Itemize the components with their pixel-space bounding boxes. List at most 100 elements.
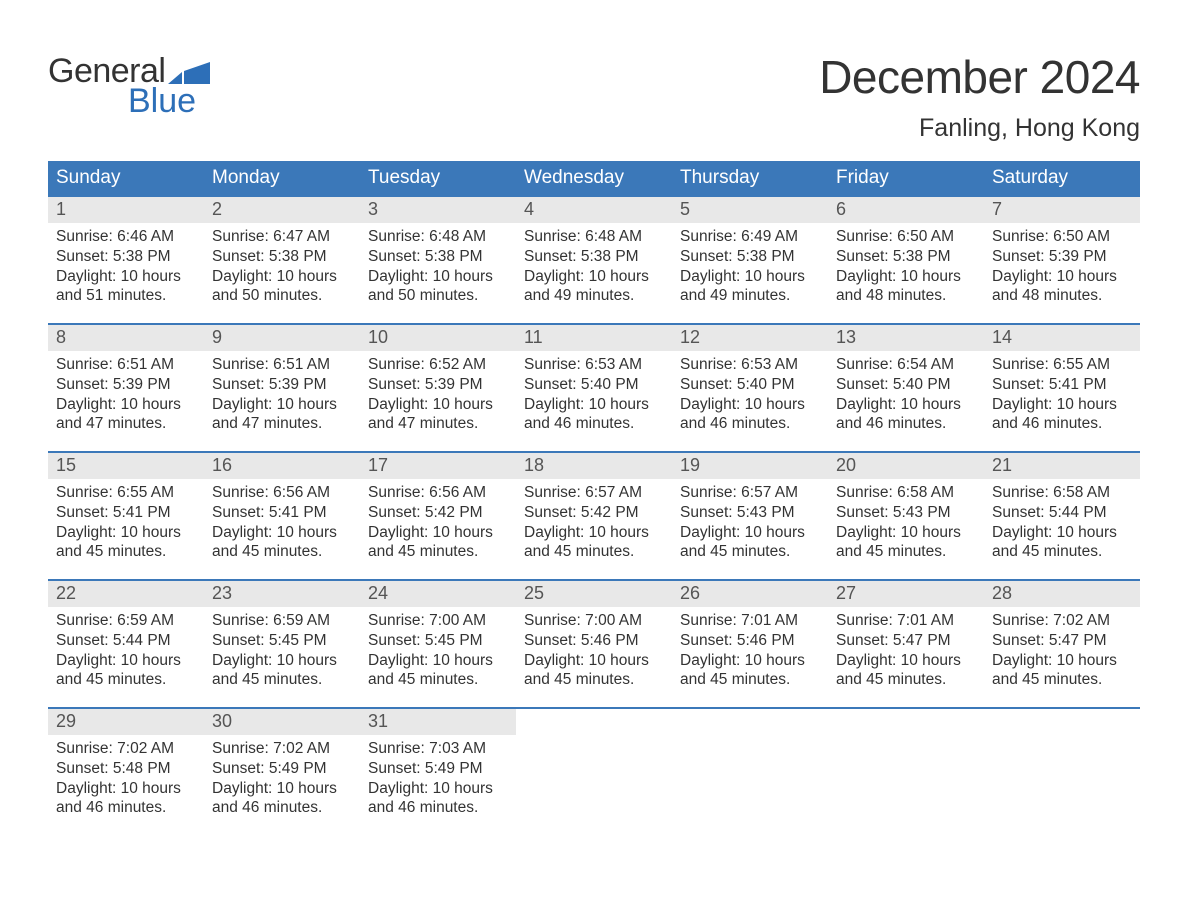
day-number: 21 <box>984 453 1140 479</box>
calendar-grid: SundayMondayTuesdayWednesdayThursdayFrid… <box>48 161 1140 835</box>
day-detail-line: Daylight: 10 hours <box>56 651 196 671</box>
day-detail-line: Sunrise: 6:52 AM <box>368 355 508 375</box>
weekday-header: Saturday <box>984 161 1140 195</box>
day-detail-line: Sunset: 5:48 PM <box>56 759 196 779</box>
day-number: 7 <box>984 197 1140 223</box>
day-detail-line: Sunset: 5:41 PM <box>56 503 196 523</box>
day-detail-line: Sunrise: 6:55 AM <box>56 483 196 503</box>
day-number: 8 <box>48 325 204 351</box>
day-detail-line: and 46 minutes. <box>368 798 508 818</box>
day-detail-line: Daylight: 10 hours <box>992 651 1132 671</box>
day-detail-line: Daylight: 10 hours <box>992 267 1132 287</box>
day-detail-line: Sunrise: 6:57 AM <box>524 483 664 503</box>
day-detail-line: and 46 minutes. <box>56 798 196 818</box>
day-detail-line: Daylight: 10 hours <box>56 523 196 543</box>
calendar-week: 1Sunrise: 6:46 AMSunset: 5:38 PMDaylight… <box>48 195 1140 323</box>
day-detail-line: Sunset: 5:43 PM <box>680 503 820 523</box>
day-details: Sunrise: 6:46 AMSunset: 5:38 PMDaylight:… <box>48 223 204 312</box>
day-detail-line: and 45 minutes. <box>836 542 976 562</box>
day-detail-line: Sunrise: 7:00 AM <box>368 611 508 631</box>
day-number: 9 <box>204 325 360 351</box>
day-detail-line: and 45 minutes. <box>56 670 196 690</box>
day-detail-line: Daylight: 10 hours <box>368 267 508 287</box>
calendar-day: 26Sunrise: 7:01 AMSunset: 5:46 PMDayligh… <box>672 581 828 707</box>
day-detail-line: Daylight: 10 hours <box>680 267 820 287</box>
day-detail-line: Sunset: 5:40 PM <box>680 375 820 395</box>
day-detail-line: Sunset: 5:42 PM <box>524 503 664 523</box>
day-detail-line: and 48 minutes. <box>836 286 976 306</box>
weekday-header: Sunday <box>48 161 204 195</box>
calendar-day: 24Sunrise: 7:00 AMSunset: 5:45 PMDayligh… <box>360 581 516 707</box>
day-detail-line: and 46 minutes. <box>680 414 820 434</box>
day-detail-line: Sunrise: 7:02 AM <box>212 739 352 759</box>
day-detail-line: and 45 minutes. <box>368 542 508 562</box>
day-number: 29 <box>48 709 204 735</box>
day-detail-line: Daylight: 10 hours <box>524 267 664 287</box>
day-details: Sunrise: 7:00 AMSunset: 5:45 PMDaylight:… <box>360 607 516 696</box>
calendar-day: 30Sunrise: 7:02 AMSunset: 5:49 PMDayligh… <box>204 709 360 835</box>
day-number: 19 <box>672 453 828 479</box>
calendar-week: 15Sunrise: 6:55 AMSunset: 5:41 PMDayligh… <box>48 451 1140 579</box>
day-detail-line: Sunset: 5:38 PM <box>680 247 820 267</box>
day-detail-line: Sunset: 5:47 PM <box>836 631 976 651</box>
day-detail-line: Sunrise: 6:56 AM <box>212 483 352 503</box>
day-detail-line: Sunset: 5:44 PM <box>992 503 1132 523</box>
calendar-day: 21Sunrise: 6:58 AMSunset: 5:44 PMDayligh… <box>984 453 1140 579</box>
calendar-day <box>516 709 672 835</box>
day-detail-line: and 45 minutes. <box>212 542 352 562</box>
day-number: 4 <box>516 197 672 223</box>
brand-line2: Blue <box>48 84 210 118</box>
day-detail-line: and 45 minutes. <box>836 670 976 690</box>
day-detail-line: Daylight: 10 hours <box>524 395 664 415</box>
day-details: Sunrise: 6:55 AMSunset: 5:41 PMDaylight:… <box>984 351 1140 440</box>
day-details: Sunrise: 7:02 AMSunset: 5:49 PMDaylight:… <box>204 735 360 824</box>
day-number: 5 <box>672 197 828 223</box>
day-details: Sunrise: 6:48 AMSunset: 5:38 PMDaylight:… <box>516 223 672 312</box>
day-detail-line: Daylight: 10 hours <box>368 651 508 671</box>
day-detail-line: Sunrise: 7:03 AM <box>368 739 508 759</box>
day-detail-line: Daylight: 10 hours <box>212 523 352 543</box>
day-number: 17 <box>360 453 516 479</box>
day-details: Sunrise: 6:47 AMSunset: 5:38 PMDaylight:… <box>204 223 360 312</box>
day-detail-line: Sunrise: 7:00 AM <box>524 611 664 631</box>
calendar-day: 8Sunrise: 6:51 AMSunset: 5:39 PMDaylight… <box>48 325 204 451</box>
day-detail-line: and 50 minutes. <box>212 286 352 306</box>
day-detail-line: Sunrise: 6:50 AM <box>836 227 976 247</box>
day-detail-line: Sunrise: 6:53 AM <box>524 355 664 375</box>
day-number: 1 <box>48 197 204 223</box>
calendar-day: 14Sunrise: 6:55 AMSunset: 5:41 PMDayligh… <box>984 325 1140 451</box>
day-detail-line: and 47 minutes. <box>212 414 352 434</box>
day-detail-line: Daylight: 10 hours <box>368 395 508 415</box>
day-number: 25 <box>516 581 672 607</box>
calendar-day: 6Sunrise: 6:50 AMSunset: 5:38 PMDaylight… <box>828 197 984 323</box>
day-detail-line: Sunrise: 6:48 AM <box>524 227 664 247</box>
day-number: 15 <box>48 453 204 479</box>
day-detail-line: Sunrise: 6:51 AM <box>212 355 352 375</box>
day-number: 27 <box>828 581 984 607</box>
day-details: Sunrise: 6:59 AMSunset: 5:45 PMDaylight:… <box>204 607 360 696</box>
day-detail-line: Sunrise: 6:50 AM <box>992 227 1132 247</box>
day-detail-line: and 50 minutes. <box>368 286 508 306</box>
calendar-day: 11Sunrise: 6:53 AMSunset: 5:40 PMDayligh… <box>516 325 672 451</box>
day-detail-line: Sunset: 5:38 PM <box>212 247 352 267</box>
day-details: Sunrise: 6:51 AMSunset: 5:39 PMDaylight:… <box>204 351 360 440</box>
day-detail-line: Sunset: 5:45 PM <box>368 631 508 651</box>
calendar-day: 12Sunrise: 6:53 AMSunset: 5:40 PMDayligh… <box>672 325 828 451</box>
day-detail-line: Sunset: 5:39 PM <box>56 375 196 395</box>
day-detail-line: and 45 minutes. <box>212 670 352 690</box>
day-detail-line: Daylight: 10 hours <box>836 651 976 671</box>
day-details: Sunrise: 6:50 AMSunset: 5:38 PMDaylight:… <box>828 223 984 312</box>
calendar-day: 1Sunrise: 6:46 AMSunset: 5:38 PMDaylight… <box>48 197 204 323</box>
day-details: Sunrise: 6:58 AMSunset: 5:44 PMDaylight:… <box>984 479 1140 568</box>
day-detail-line: Sunrise: 6:47 AM <box>212 227 352 247</box>
calendar-day: 15 Sunrise: 6:55 AMSunset: 5:41 PMDayligh… <box>48 453 204 579</box>
day-detail-line: Daylight: 10 hours <box>992 523 1132 543</box>
day-detail-line: Sunrise: 6:51 AM <box>56 355 196 375</box>
day-number: 20 <box>828 453 984 479</box>
calendar-day: 31Sunrise: 7:03 AMSunset: 5:49 PMDayligh… <box>360 709 516 835</box>
day-detail-line: and 46 minutes. <box>524 414 664 434</box>
calendar-day: 27Sunrise: 7:01 AMSunset: 5:47 PMDayligh… <box>828 581 984 707</box>
day-detail-line: Sunset: 5:38 PM <box>836 247 976 267</box>
day-number: 3 <box>360 197 516 223</box>
day-detail-line: Daylight: 10 hours <box>836 267 976 287</box>
